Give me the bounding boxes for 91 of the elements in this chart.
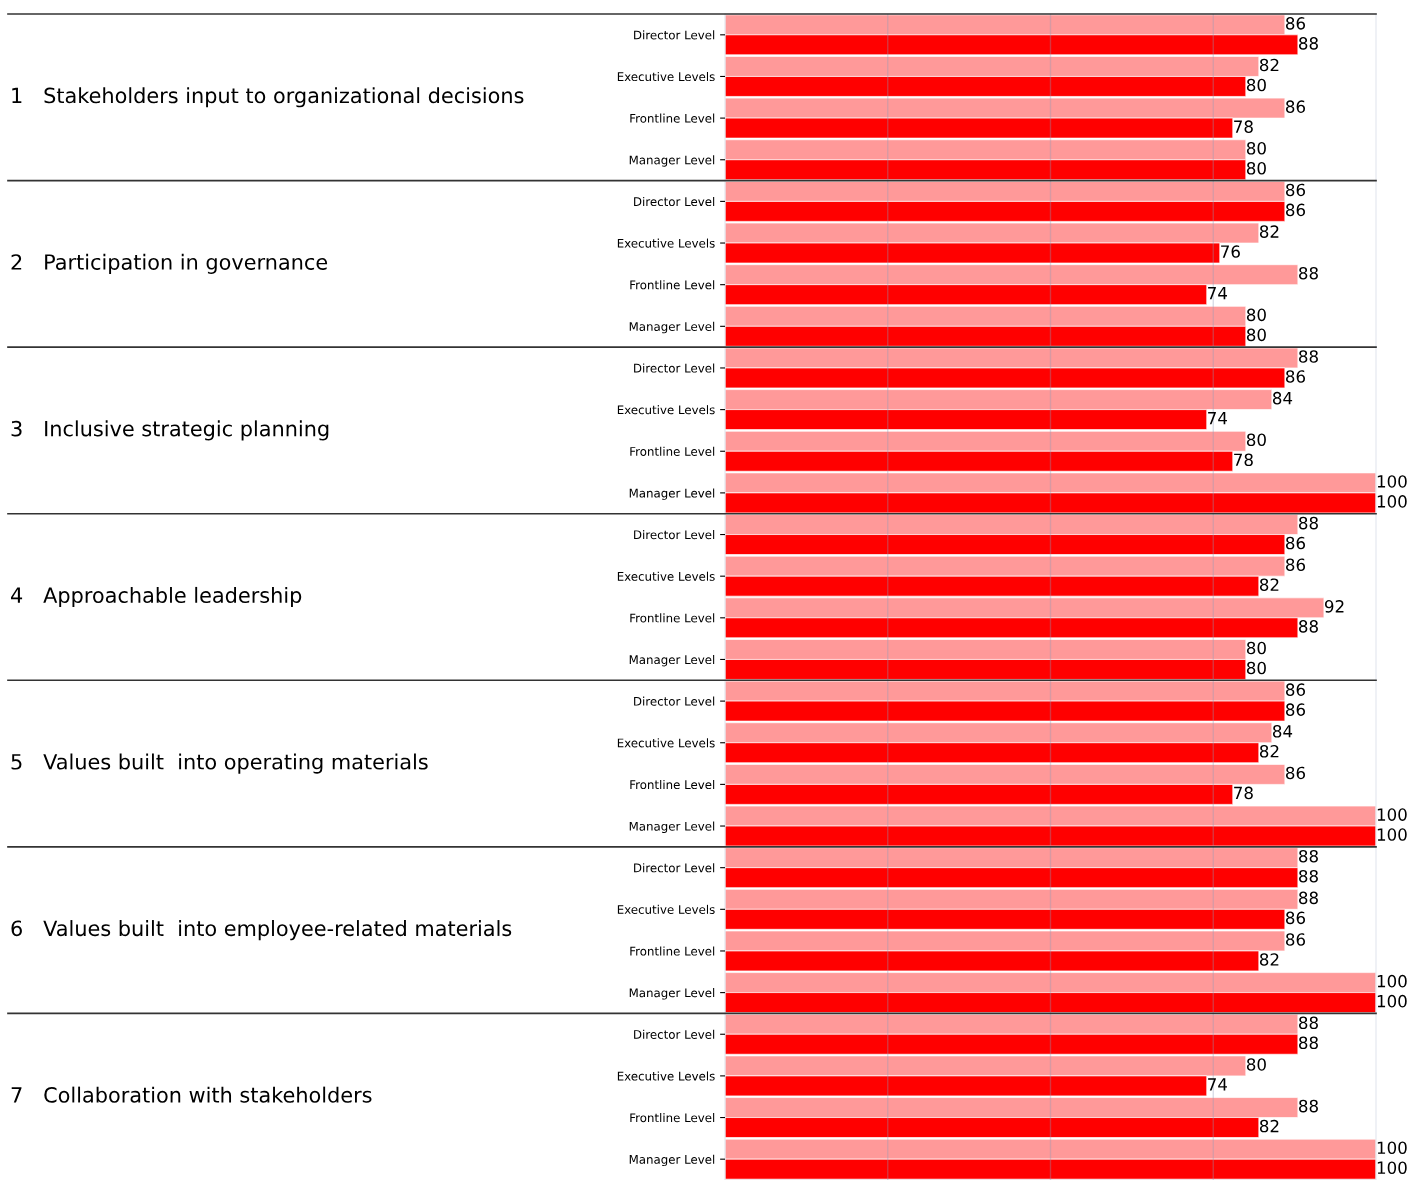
- data-label: 100: [1377, 994, 1407, 1008]
- y-tick-label: Frontline Level: [630, 1113, 715, 1123]
- data-label: 82: [1259, 58, 1279, 72]
- data-label: 86: [1285, 703, 1306, 716]
- data-label: 88: [1299, 891, 1318, 905]
- y-tick-label: Executive Levels: [617, 71, 715, 82]
- y-tick-label: Manager Level: [629, 654, 715, 667]
- data-label: 86: [1285, 17, 1306, 30]
- data-label: 80: [1246, 308, 1266, 322]
- data-label: 78: [1234, 120, 1253, 133]
- text: 2 Participation in governance: [11, 253, 328, 274]
- y-tick-label: Executive Levels: [617, 238, 715, 248]
- y-tick-label: Manager Level: [629, 821, 715, 833]
- data-label: 82: [1259, 1119, 1279, 1133]
- data-label: 88: [1299, 1036, 1318, 1050]
- data-label: 100: [1377, 1141, 1407, 1155]
- data-label: 80: [1246, 1058, 1266, 1071]
- data-label: 86: [1285, 911, 1306, 925]
- y-tick-label: Executive Levels: [617, 571, 715, 581]
- data-label: 80: [1246, 641, 1266, 655]
- data-label: 100: [1377, 808, 1407, 821]
- data-label: 100: [1377, 974, 1407, 988]
- data-label: 88: [1299, 849, 1318, 863]
- data-label: 78: [1234, 453, 1253, 467]
- y-tick-label: Director Level: [634, 863, 715, 873]
- y-tick-label: Director Level: [634, 30, 715, 40]
- data-label: 82: [1259, 578, 1279, 592]
- data-label: 86: [1285, 536, 1306, 550]
- y-tick-label: Director Level: [634, 1029, 715, 1039]
- data-label: 74: [1208, 1078, 1228, 1091]
- data-label: 80: [1246, 433, 1266, 447]
- y-tick-label: Manager Level: [629, 321, 715, 334]
- data-label: 80: [1246, 661, 1266, 675]
- y-tick-label: Frontline Level: [630, 446, 715, 456]
- data-label: 74: [1208, 412, 1228, 425]
- data-label: 78: [1234, 786, 1253, 800]
- data-label: 88: [1299, 1016, 1318, 1030]
- data-label: 80: [1246, 78, 1266, 92]
- data-label: 88: [1299, 516, 1318, 530]
- y-tick-label: Frontline Level: [630, 946, 715, 956]
- y-tick-label: Executive Levels: [617, 738, 715, 748]
- data-label: 88: [1299, 350, 1318, 363]
- data-label: 88: [1299, 869, 1318, 883]
- text: 1 Stakeholders input to organizational decisions: [12, 87, 524, 108]
- y-tick-label: Frontline Level: [630, 113, 715, 123]
- data-label: 100: [1377, 475, 1407, 488]
- data-label: 86: [1285, 183, 1306, 197]
- data-label: 86: [1285, 933, 1306, 946]
- data-label: 88: [1299, 1099, 1318, 1113]
- y-tick-label: Director Level: [634, 696, 715, 706]
- y-tick-label: Director Level: [634, 196, 715, 207]
- data-label: 88: [1299, 620, 1318, 633]
- data-label: 80: [1246, 161, 1266, 175]
- data-label: 80: [1246, 328, 1266, 342]
- y-tick-label: Frontline Level: [630, 613, 715, 623]
- text: 3 Inclusive strategic planning: [11, 420, 329, 441]
- data-label: 100: [1377, 1161, 1407, 1175]
- y-tick-label: Manager Level: [629, 155, 715, 167]
- data-label: 88: [1299, 37, 1318, 50]
- data-label: 82: [1259, 744, 1279, 758]
- data-label: 86: [1285, 203, 1306, 217]
- data-label: 100: [1377, 495, 1407, 508]
- y-tick-label: Executive Levels: [617, 1071, 715, 1081]
- y-tick-label: Manager Level: [629, 988, 715, 1000]
- y-tick-label: Director Level: [634, 530, 715, 540]
- text: 7 Collaboration with stakeholders: [11, 1086, 372, 1103]
- y-tick-label: Manager Level: [629, 1154, 715, 1167]
- data-label: 88: [1299, 266, 1318, 280]
- y-tick-label: Executive Levels: [617, 904, 715, 914]
- y-tick-label: Director Level: [634, 363, 715, 373]
- y-tick-label: Manager Level: [629, 488, 715, 500]
- data-label: 74: [1208, 287, 1228, 300]
- text: 5 Values built into operating materials: [11, 753, 428, 774]
- data-label: 100: [1377, 828, 1407, 841]
- text: 6 Values built into employee-related materials: [11, 920, 512, 941]
- data-label: 92: [1324, 600, 1344, 613]
- data-label: 84: [1272, 724, 1293, 738]
- y-tick-label: Executive Levels: [617, 405, 715, 415]
- data-label: 84: [1272, 391, 1293, 405]
- data-label: 86: [1285, 100, 1306, 113]
- data-label: 80: [1246, 141, 1266, 155]
- y-tick-label: Frontline Level: [630, 280, 715, 290]
- data-label: 76: [1221, 245, 1240, 258]
- data-label: 86: [1285, 558, 1306, 572]
- data-label: 82: [1259, 225, 1279, 238]
- text: 4 Approachable leadership: [11, 586, 302, 608]
- data-label: 82: [1259, 953, 1279, 966]
- data-label: 86: [1285, 766, 1306, 780]
- data-label: 86: [1285, 370, 1306, 383]
- y-tick-label: Frontline Level: [630, 779, 715, 790]
- data-label: 86: [1285, 683, 1306, 696]
